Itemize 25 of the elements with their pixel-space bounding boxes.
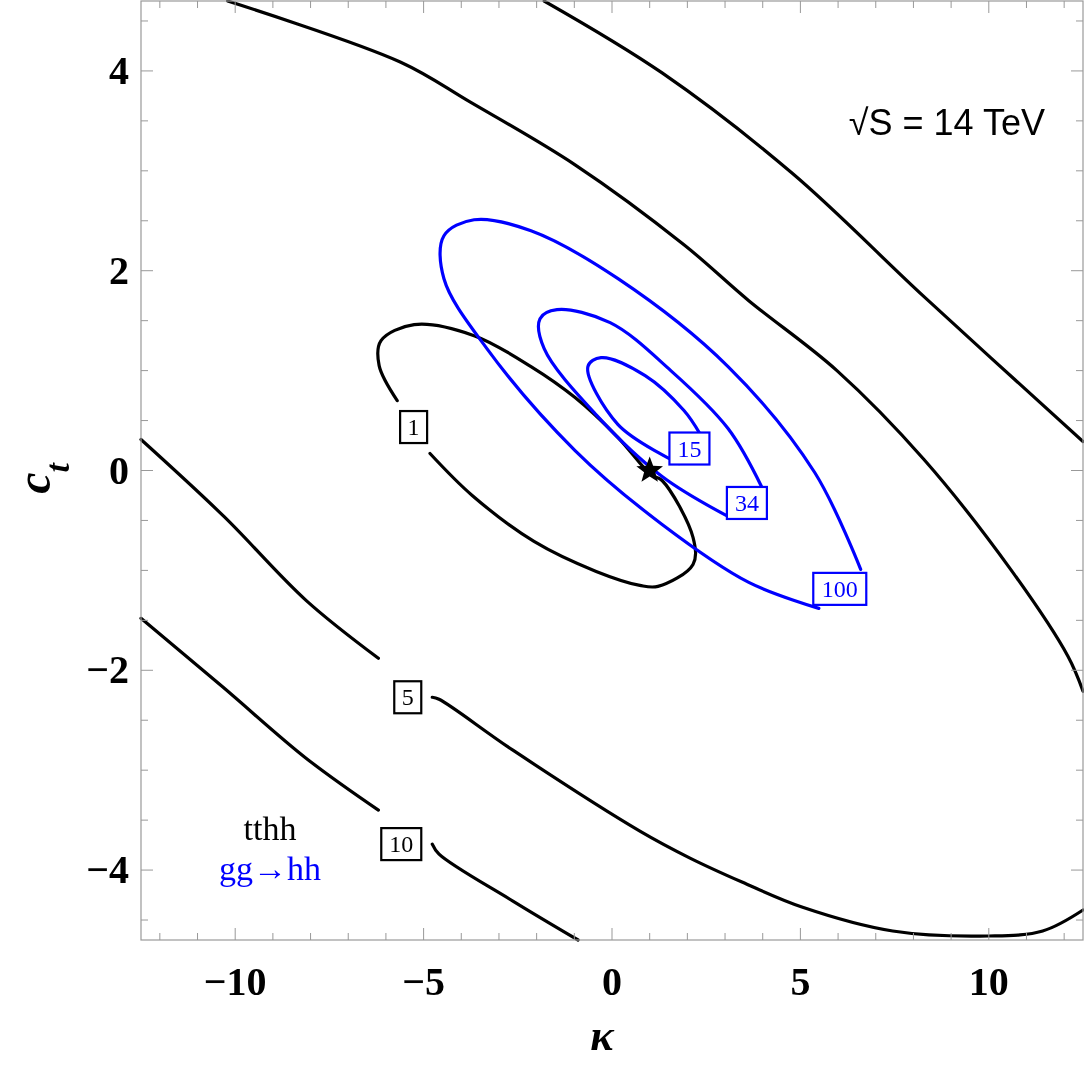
line-series <box>542 0 1084 444</box>
y-tick-label: 0 <box>109 447 129 493</box>
series-label: 15 <box>677 435 702 462</box>
series-label: 100 <box>821 575 858 602</box>
x-tick-label: 10 <box>968 959 1009 1004</box>
x-tick-label: 0 <box>602 959 622 1004</box>
series-label: 1 <box>407 414 420 441</box>
line-series <box>430 842 580 942</box>
annotation: tthh <box>243 810 297 847</box>
line-series <box>430 695 1084 938</box>
y-tick-label: 2 <box>109 247 129 293</box>
annotation: gg→hh <box>219 850 321 887</box>
series-label: 5 <box>401 684 414 711</box>
line-series <box>139 616 380 812</box>
x-tick-label: 5 <box>790 959 811 1004</box>
line-series <box>139 437 380 660</box>
text: √S = 14 TeV <box>848 102 1045 143</box>
y-tick-label: −2 <box>86 647 129 693</box>
y-tick-label: 4 <box>109 47 129 93</box>
series-label: 34 <box>734 489 759 516</box>
x-axis-title: κ <box>590 1011 616 1060</box>
x-tick-label: −10 <box>203 959 267 1004</box>
series-label: 10 <box>389 831 414 858</box>
x-tick-label: −5 <box>402 959 445 1004</box>
y-tick-label: −4 <box>86 847 129 893</box>
